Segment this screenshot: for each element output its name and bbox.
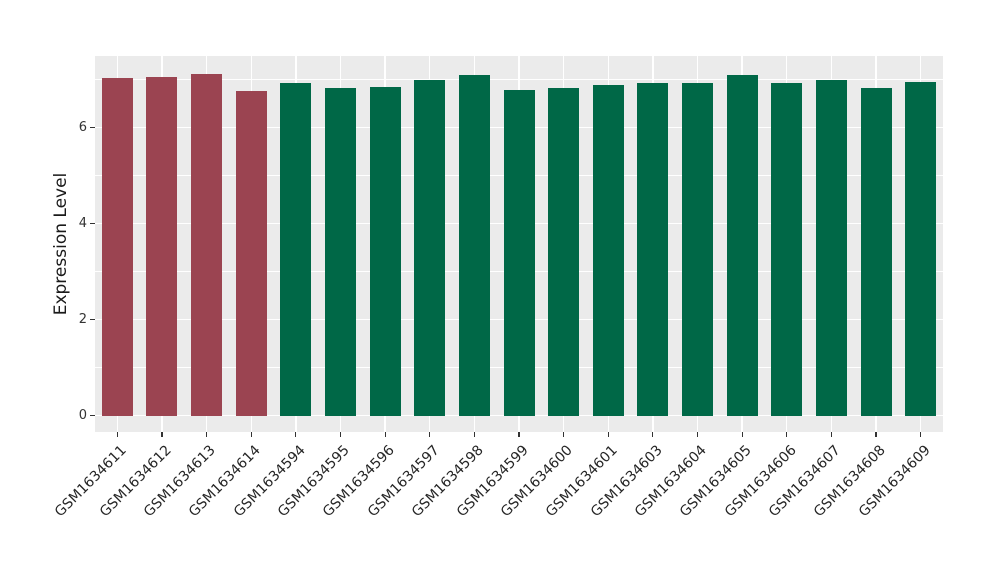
bar-GSM1634608 (860, 88, 892, 416)
x-tick-GSM1634613 (205, 432, 208, 437)
x-tick-GSM1634608 (875, 432, 877, 437)
y-tick-label-0: 0 (78, 407, 87, 423)
bar-GSM1634598 (458, 75, 490, 416)
x-tick-GSM1634598 (473, 432, 475, 437)
bar-GSM1634601 (592, 84, 624, 416)
x-tick-GSM1634612 (161, 432, 163, 437)
x-tick-GSM1634603 (652, 432, 654, 437)
bar-GSM1634613 (191, 74, 223, 416)
y-axis-title: Expression Level (51, 172, 71, 316)
y-tick-0 (90, 414, 95, 417)
x-tick-GSM1634611 (116, 432, 118, 437)
bar-GSM1634606 (771, 82, 803, 416)
x-tick-GSM1634604 (696, 432, 699, 437)
bar-GSM1634609 (905, 82, 937, 416)
y-tick-2 (90, 318, 95, 321)
bar-GSM1634595 (324, 87, 356, 416)
y-tick-4 (90, 222, 95, 225)
bar-GSM1634612 (146, 76, 178, 416)
bar-GSM1634614 (235, 91, 267, 416)
bar-GSM1634600 (548, 88, 580, 416)
bar-GSM1634604 (682, 82, 714, 416)
bar-GSM1634599 (503, 90, 535, 416)
x-tick-GSM1634609 (920, 432, 922, 437)
x-tick-GSM1634600 (563, 432, 565, 437)
x-tick-GSM1634607 (830, 432, 832, 437)
x-tick-GSM1634601 (607, 432, 609, 437)
bar-GSM1634611 (101, 77, 133, 416)
x-tick-GSM1634597 (429, 432, 431, 437)
x-tick-GSM1634606 (786, 432, 788, 437)
y-tick-label-4: 4 (78, 215, 87, 231)
plot-panel (95, 56, 943, 432)
bar-GSM1634605 (726, 75, 758, 416)
bar-GSM1634594 (280, 82, 312, 416)
y-tick-label-2: 2 (78, 311, 87, 327)
x-tick-GSM1634605 (741, 432, 743, 437)
y-tick-6 (90, 126, 95, 129)
bar-GSM1634596 (369, 87, 401, 416)
bar-GSM1634603 (637, 82, 669, 416)
x-tick-GSM1634614 (250, 432, 252, 437)
x-tick-GSM1634599 (518, 432, 520, 437)
x-tick-GSM1634595 (339, 432, 342, 437)
y-tick-label-6: 6 (78, 119, 87, 135)
bar-GSM1634597 (414, 79, 446, 416)
x-tick-GSM1634594 (295, 432, 297, 437)
bar-GSM1634607 (815, 79, 847, 416)
x-tick-GSM1634596 (384, 432, 386, 437)
